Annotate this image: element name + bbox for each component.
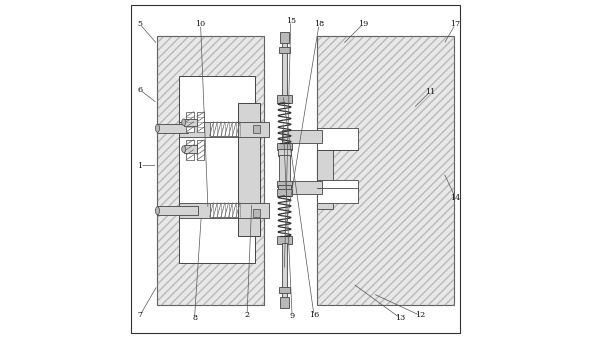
Bar [280,297,290,308]
Bar [210,203,240,217]
Bar [253,125,260,132]
Bar [278,186,291,190]
Bar [238,203,268,218]
Text: 19: 19 [358,20,368,28]
Bar [280,32,290,43]
Text: 9: 9 [290,312,295,320]
Text: 6: 6 [138,86,142,94]
Bar [277,189,292,196]
Bar [197,112,204,132]
Bar [317,36,454,305]
Text: 18: 18 [314,20,324,28]
Text: 17: 17 [450,20,460,28]
Bar [282,182,322,194]
Bar [210,122,240,136]
Bar [180,122,255,137]
Bar [157,36,264,305]
Bar [184,145,197,153]
Bar [184,119,197,126]
Bar [197,140,204,160]
Bar [277,181,292,187]
Bar [253,210,260,217]
Bar [238,122,268,137]
Bar [277,236,292,244]
Ellipse shape [181,119,186,125]
Text: 10: 10 [196,20,206,28]
Text: 12: 12 [415,311,425,319]
Ellipse shape [155,124,160,132]
Text: 1: 1 [138,162,142,170]
Text: 14: 14 [450,194,460,201]
Bar [186,140,193,160]
Bar [282,243,287,305]
Text: 7: 7 [138,311,142,319]
Bar [277,143,292,150]
Bar [279,47,290,53]
Bar [280,155,290,183]
Bar [282,130,322,143]
Bar [180,76,255,263]
Bar [186,112,193,132]
Ellipse shape [155,207,160,215]
Bar [157,124,188,133]
Ellipse shape [181,146,186,152]
Text: 13: 13 [395,314,405,322]
Bar [278,149,291,156]
Bar [317,129,333,210]
Bar [317,128,358,150]
Bar [157,206,198,215]
Text: 8: 8 [192,314,197,322]
Text: 5: 5 [138,20,142,28]
Bar [180,203,255,218]
Text: 2: 2 [245,311,249,319]
Text: 15: 15 [285,17,296,25]
Bar [279,287,290,293]
Bar [317,180,358,203]
Bar [238,103,260,236]
Bar [277,95,292,103]
Text: 16: 16 [309,311,319,319]
Text: 11: 11 [425,88,435,96]
Bar [317,36,454,305]
Bar [282,34,287,97]
Bar [157,36,264,305]
